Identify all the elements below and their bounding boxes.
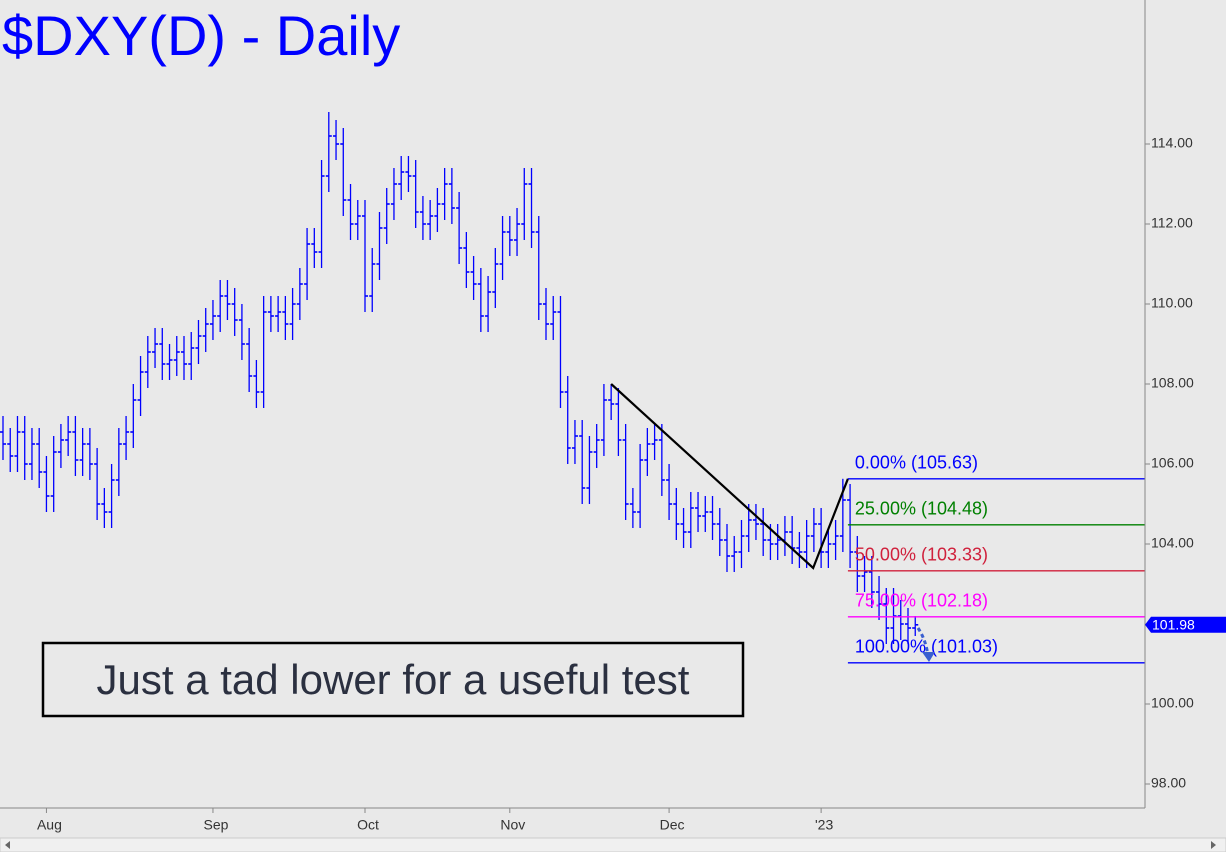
scrollbar[interactable] (0, 837, 1226, 852)
x-tick-label: Aug (37, 817, 62, 833)
x-tick-label: Nov (500, 817, 525, 833)
level-label: 100.00% (101.03) (855, 637, 998, 657)
scroll-left[interactable] (5, 841, 10, 849)
chart-title: $DXY(D) - Daily (2, 4, 400, 67)
arrow (916, 627, 930, 657)
marks-layer: 98.00100.00102.00104.00106.00108.00110.0… (0, 112, 1194, 833)
y-tick-label: 98.00 (1151, 775, 1186, 791)
y-tick-label: 100.00 (1151, 695, 1194, 711)
x-tick-label: Oct (357, 817, 379, 833)
x-tick-label: Dec (660, 817, 685, 833)
annotation-text: Just a tad lower for a useful test (97, 656, 690, 703)
price-tag-label: 101.98 (1152, 617, 1195, 633)
trend-line (610, 383, 849, 570)
x-tick-label: '23 (815, 817, 833, 833)
arrow-head (922, 652, 935, 662)
scroll-right[interactable] (1211, 841, 1216, 849)
annotation-box (41, 641, 745, 718)
level-label: 25.00% (104.48) (855, 499, 988, 519)
y-tick-label: 112.00 (1151, 215, 1193, 231)
level-label: 0.00% (105.63) (855, 453, 978, 473)
y-tick-label: 114.00 (1151, 135, 1193, 151)
y-tick-label: 104.00 (1151, 535, 1194, 551)
level-label: 50.00% (103.33) (855, 545, 988, 565)
y-tick-label: 108.00 (1151, 375, 1194, 391)
y-tick-label: 110.00 (1151, 295, 1193, 311)
level-label: 75.00% (102.18) (855, 591, 988, 611)
y-tick-label: 106.00 (1151, 455, 1194, 471)
x-tick-label: Sep (203, 817, 228, 833)
price-tag (1145, 616, 1226, 633)
